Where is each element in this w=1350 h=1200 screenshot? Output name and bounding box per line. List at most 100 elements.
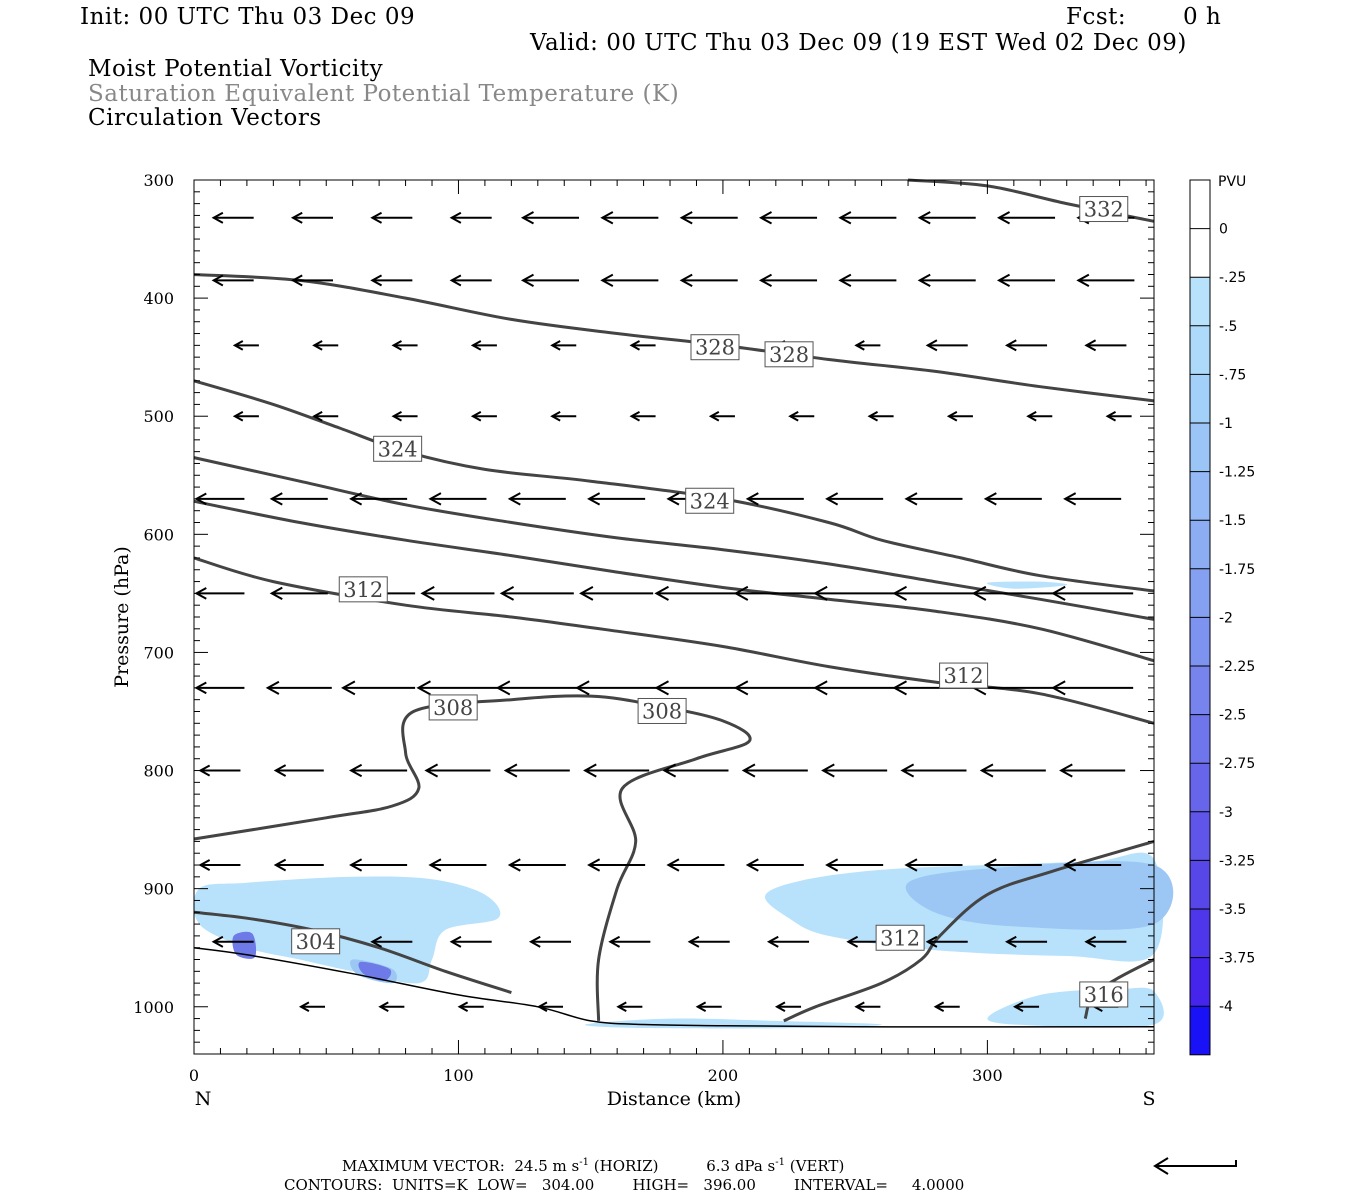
contour-label-text: 324	[378, 437, 418, 461]
y-tick-label: 300	[143, 171, 174, 190]
circulation-vector	[662, 763, 729, 778]
circulation-vector	[825, 492, 884, 506]
circulation-vector	[616, 1001, 643, 1012]
colorbar-label: 0	[1219, 222, 1228, 238]
colorbar-label: -3.5	[1219, 902, 1246, 918]
vector-head	[788, 410, 799, 422]
circulation-vector	[1105, 410, 1132, 422]
contour-labels: 332 328 328 324 324 312 312 308 308 304 312 316	[291, 196, 1129, 1008]
field-title-theta-es: Saturation Equivalent Potential Temperat…	[88, 81, 680, 107]
vector-head	[349, 492, 363, 506]
vector-head	[1004, 339, 1017, 352]
vert-exp: -1	[775, 1157, 785, 1168]
circulation-vector	[679, 273, 738, 288]
circulation-vector	[550, 410, 577, 422]
circulation-vector	[654, 680, 737, 696]
colorbar-swatch	[1190, 714, 1210, 764]
colorbar-label: -.25	[1219, 270, 1246, 286]
vector-head	[520, 211, 534, 225]
vector-head	[1051, 680, 1066, 696]
vector-head	[608, 935, 621, 948]
contour-label-text: 312	[944, 664, 984, 688]
y-tick-label: 500	[143, 407, 174, 426]
vector-head	[1059, 763, 1073, 778]
x-tick-label: 300	[972, 1066, 1003, 1085]
colorbar-label: -2	[1219, 610, 1233, 626]
circulation-vector	[232, 410, 259, 422]
circulation-vector	[745, 492, 804, 506]
circulation-vector	[391, 410, 418, 422]
mpv-shade-region	[358, 961, 392, 981]
vector-head	[1105, 410, 1117, 422]
vector-head	[825, 858, 839, 872]
vector-head	[583, 763, 597, 778]
vector-head	[925, 935, 938, 948]
vector-head	[507, 858, 521, 872]
vector-head	[290, 274, 303, 287]
circulation-vector	[600, 273, 659, 288]
vector-head	[550, 340, 561, 351]
vector-head	[679, 273, 693, 288]
vector-head	[662, 763, 677, 778]
circulation-vector	[269, 586, 328, 601]
contour-label: 328	[690, 334, 740, 361]
contour-label-box	[1079, 981, 1129, 1008]
colorbar-label: -1.5	[1219, 513, 1246, 529]
vector-head	[600, 273, 614, 288]
contour-label-text: 308	[433, 696, 473, 720]
contour-label-text: 332	[1084, 198, 1124, 222]
circulation-vector	[825, 858, 884, 872]
circulation-vector	[813, 680, 896, 696]
circulation-vector	[349, 858, 408, 872]
vector-head	[198, 859, 211, 871]
colorbar-swatch	[1190, 423, 1210, 472]
vector-head	[687, 935, 700, 948]
reference-vector-head	[1153, 1157, 1169, 1175]
contour-label: 324	[685, 487, 735, 514]
vector-head	[900, 763, 915, 778]
vert-suffix: (VERT)	[785, 1157, 845, 1175]
colorbar-unit: PVU	[1218, 174, 1246, 190]
vector-head	[758, 211, 773, 225]
circulation-vector	[733, 585, 816, 601]
circulation-vector	[265, 680, 332, 695]
theta-es-contour-324	[193, 379, 1155, 593]
circulation-vector	[211, 211, 254, 224]
contour-label-text: 312	[343, 578, 383, 602]
vector-head	[679, 211, 693, 225]
vector-head	[341, 680, 356, 696]
contour-label-box	[428, 694, 478, 721]
terrain-layer	[193, 946, 1155, 1028]
contour-label-text: 312	[880, 926, 920, 950]
theta-es-contour-308	[193, 694, 752, 1021]
circulation-vector	[925, 935, 968, 948]
vector-head	[416, 680, 431, 696]
vector-head	[232, 410, 244, 422]
colorbar-swatch	[1190, 957, 1210, 1007]
circulation-vector	[378, 1001, 405, 1012]
init-time: Init: 00 UTC Thu 03 Dec 09	[80, 4, 416, 30]
contour-label-text: 324	[690, 489, 730, 513]
mpv-shade-region	[232, 931, 257, 959]
vector-head	[495, 680, 511, 696]
circulation-vector	[194, 681, 245, 695]
theta-es-contour-328	[193, 273, 1155, 403]
circulation-vector	[917, 211, 976, 225]
valid-time: Valid: 00 UTC Thu 03 Dec 09 (19 EST Wed …	[530, 30, 1187, 56]
vector-head	[550, 410, 561, 422]
mpv-shading-layer	[193, 581, 1174, 1029]
circulation-vector	[507, 492, 566, 506]
mpv-shade-region	[193, 876, 501, 984]
x-axis-label: Distance (km)	[607, 1088, 742, 1110]
theta-es-contour-316	[193, 499, 1155, 663]
colorbar-label: -1.75	[1219, 562, 1255, 578]
circulation-vector	[1026, 410, 1053, 422]
circulation-vector	[867, 410, 894, 422]
vector-head	[766, 935, 779, 948]
circulation-vector	[838, 211, 897, 225]
y-tick-label: 700	[143, 643, 174, 662]
circulation-vector	[788, 410, 815, 422]
vector-head	[273, 858, 287, 872]
vector-head	[904, 492, 918, 506]
